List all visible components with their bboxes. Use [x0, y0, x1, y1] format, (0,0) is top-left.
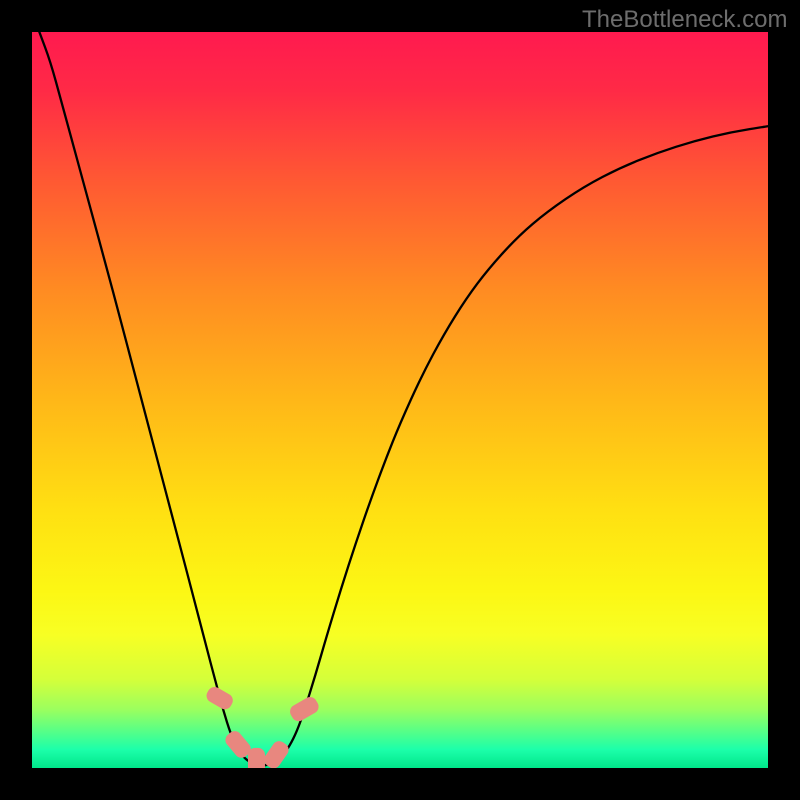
bottleneck-chart [0, 0, 800, 800]
watermark-text: TheBottleneck.com [582, 6, 787, 34]
data-point-marker [248, 748, 265, 775]
